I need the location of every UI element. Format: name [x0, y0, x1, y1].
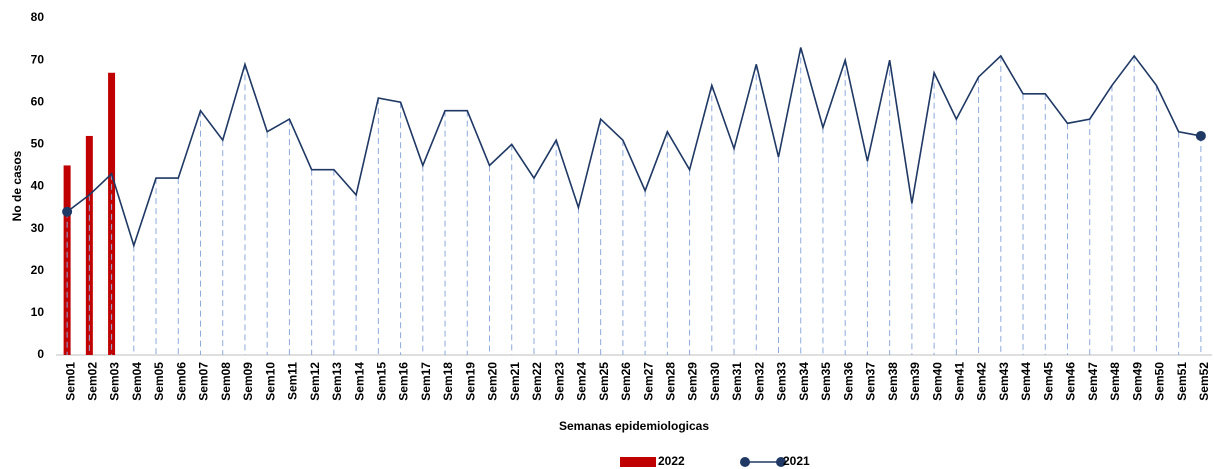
legend-swatch — [620, 457, 656, 467]
x-tick-label: Sem30 — [708, 362, 722, 401]
x-tick-label: Sem13 — [330, 362, 344, 401]
x-tick-label: Sem06 — [174, 362, 188, 401]
x-tick-label: Sem37 — [864, 362, 878, 401]
x-tick-label: Sem29 — [686, 362, 700, 401]
line-marker — [1195, 130, 1206, 141]
y-tick-label: 10 — [31, 305, 45, 319]
x-tick-label: Sem15 — [375, 362, 389, 401]
y-tick-label: 0 — [37, 347, 44, 361]
x-tick-label: Sem52 — [1197, 362, 1211, 401]
y-tick-label: 40 — [31, 179, 45, 193]
x-axis-label: Semanas epidemiologicas — [559, 419, 709, 433]
y-tick-label: 20 — [31, 263, 45, 277]
legend-swatch — [776, 457, 786, 467]
x-tick-label: Sem20 — [486, 362, 500, 401]
x-tick-label: Sem25 — [597, 362, 611, 401]
x-tick-label: Sem40 — [930, 362, 944, 401]
x-tick-label: Sem18 — [441, 362, 455, 401]
x-tick-label: Sem05 — [152, 362, 166, 401]
x-tick-label: Sem11 — [286, 362, 300, 400]
x-tick-label: Sem33 — [775, 362, 789, 401]
x-tick-label: Sem28 — [664, 362, 678, 401]
x-tick-label: Sem23 — [552, 362, 566, 401]
x-tick-label: Sem51 — [1175, 362, 1189, 401]
x-tick-label: Sem09 — [241, 362, 255, 401]
x-tick-label: Sem26 — [619, 362, 633, 401]
x-tick-label: Sem08 — [219, 362, 233, 401]
y-tick-label: 70 — [31, 52, 45, 66]
x-tick-label: Sem46 — [1064, 362, 1078, 401]
x-tick-label: Sem49 — [1130, 362, 1144, 401]
x-tick-label: Sem24 — [575, 362, 589, 401]
x-tick-label: Sem50 — [1153, 362, 1167, 401]
x-tick-label: Sem42 — [975, 362, 989, 401]
x-tick-label: Sem19 — [463, 362, 477, 401]
x-tick-label: Sem17 — [419, 362, 433, 401]
x-tick-label: Sem39 — [908, 362, 922, 401]
x-tick-label: Sem38 — [886, 362, 900, 401]
x-tick-label: Sem21 — [508, 362, 522, 401]
x-tick-label: Sem31 — [730, 362, 744, 401]
x-tick-label: Sem45 — [1041, 362, 1055, 401]
x-tick-label: Sem47 — [1086, 362, 1100, 401]
x-tick-label: Sem34 — [797, 362, 811, 401]
y-tick-label: 80 — [31, 10, 45, 24]
y-axis-label: No de casos — [10, 150, 24, 221]
x-tick-label: Sem36 — [841, 362, 855, 401]
bar — [63, 165, 71, 355]
x-tick-label: Sem35 — [819, 362, 833, 401]
legend-label: 2022 — [658, 454, 685, 468]
y-tick-label: 50 — [31, 137, 45, 151]
x-tick-label: Sem02 — [86, 362, 100, 401]
line-marker — [62, 206, 73, 217]
x-tick-label: Sem44 — [1019, 362, 1033, 401]
x-tick-label: Sem43 — [997, 362, 1011, 401]
x-tick-label: Sem12 — [308, 362, 322, 401]
x-tick-label: Sem41 — [953, 362, 967, 401]
x-tick-label: Sem04 — [130, 362, 144, 401]
x-tick-label: Sem16 — [397, 362, 411, 401]
x-tick-label: Sem14 — [352, 362, 366, 401]
y-tick-label: 30 — [31, 221, 45, 235]
line — [66, 47, 1202, 249]
x-tick-label: Sem01 — [63, 362, 77, 401]
x-tick-label: Sem22 — [530, 362, 544, 401]
y-tick-label: 60 — [31, 94, 45, 108]
legend-swatch — [740, 457, 750, 467]
x-tick-label: Sem48 — [1108, 362, 1122, 401]
legend-label: 2021 — [783, 454, 810, 468]
x-tick-label: Sem32 — [752, 362, 766, 401]
x-tick-label: Sem03 — [108, 362, 122, 401]
x-tick-label: Sem07 — [197, 362, 211, 401]
x-tick-label: Sem10 — [263, 362, 277, 401]
x-tick-label: Sem27 — [641, 362, 655, 401]
